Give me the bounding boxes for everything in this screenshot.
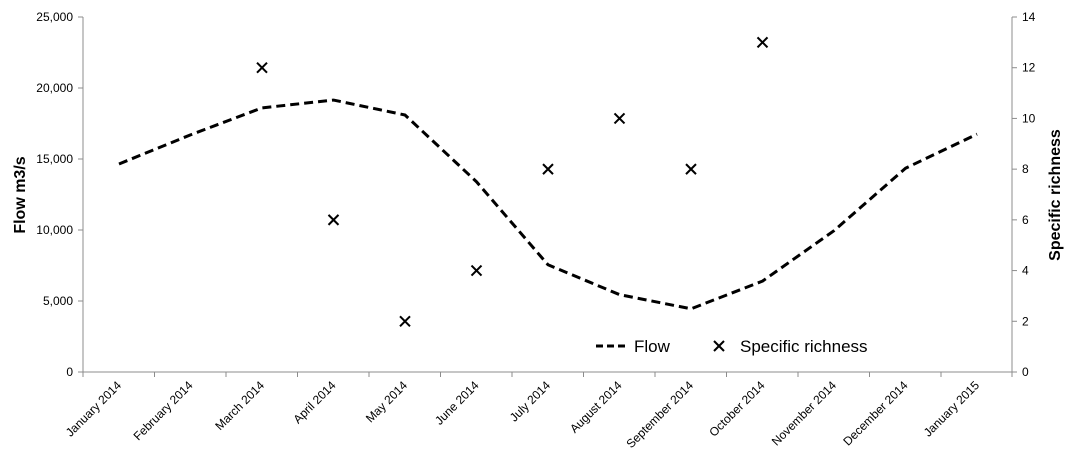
richness-point (756, 36, 769, 49)
x-tick-label: June 2014 (432, 378, 482, 428)
y-right-tick-label: 4 (1022, 264, 1029, 278)
x-tick-label: January 2015 (921, 378, 983, 440)
x-tick-label: March 2014 (212, 378, 267, 433)
y-right-tick-label: 8 (1022, 162, 1029, 176)
x-tick-label: November 2014 (769, 378, 840, 449)
richness-point (399, 315, 411, 327)
y-right-axis-title: Specific richness (1047, 129, 1064, 261)
richness-point (256, 62, 268, 74)
y-right-tick-label: 0 (1022, 365, 1029, 379)
richness-point (685, 163, 697, 175)
y-right-tick-label: 10 (1022, 111, 1036, 125)
x-tick-label: October 2014 (706, 378, 768, 440)
y-left-tick-label: 0 (66, 365, 73, 379)
y-left-tick-label: 5,000 (43, 294, 73, 308)
left-axis-ticks: 0 5,000 10,000 15,000 20,000 25,000 (36, 10, 83, 379)
richness-point (327, 214, 340, 226)
right-axis-ticks: 0 2 4 6 8 10 12 14 (1012, 10, 1036, 379)
y-right-tick-label: 14 (1022, 10, 1036, 24)
x-tick-label: January 2014 (63, 378, 125, 440)
richness-point (542, 163, 554, 175)
y-left-tick-label: 20,000 (36, 81, 73, 95)
x-tick-label: December 2014 (840, 378, 911, 449)
legend-richness-marker (713, 340, 725, 352)
y-left-tick-label: 10,000 (36, 223, 73, 237)
y-right-tick-label: 12 (1022, 61, 1036, 75)
legend-flow-label: Flow (634, 337, 671, 356)
legend: Flow Specific richness (596, 337, 868, 356)
y-left-axis-title: Flow m3/s (12, 156, 29, 233)
legend-richness-label: Specific richness (740, 337, 868, 356)
flow-series-line (118, 98, 978, 311)
x-tick-label: August 2014 (567, 378, 625, 436)
richness-point (470, 264, 483, 277)
x-tick-label: September 2014 (623, 378, 696, 451)
x-tick-label: July 2014 (507, 378, 553, 424)
x-axis-ticks: January 2014 February 2014 March 2014 April… (63, 372, 1013, 451)
x-tick-label: April 2014 (291, 378, 339, 426)
axes (82, 17, 1013, 373)
y-left-tick-label: 15,000 (36, 152, 73, 166)
series-layer (118, 36, 978, 327)
x-tick-label: February 2014 (131, 378, 196, 443)
y-right-tick-label: 2 (1022, 314, 1029, 328)
y-left-tick-label: 25,000 (36, 10, 73, 24)
y-right-tick-label: 6 (1022, 213, 1029, 227)
x-tick-label: May 2014 (363, 378, 410, 425)
richness-point (613, 112, 626, 125)
